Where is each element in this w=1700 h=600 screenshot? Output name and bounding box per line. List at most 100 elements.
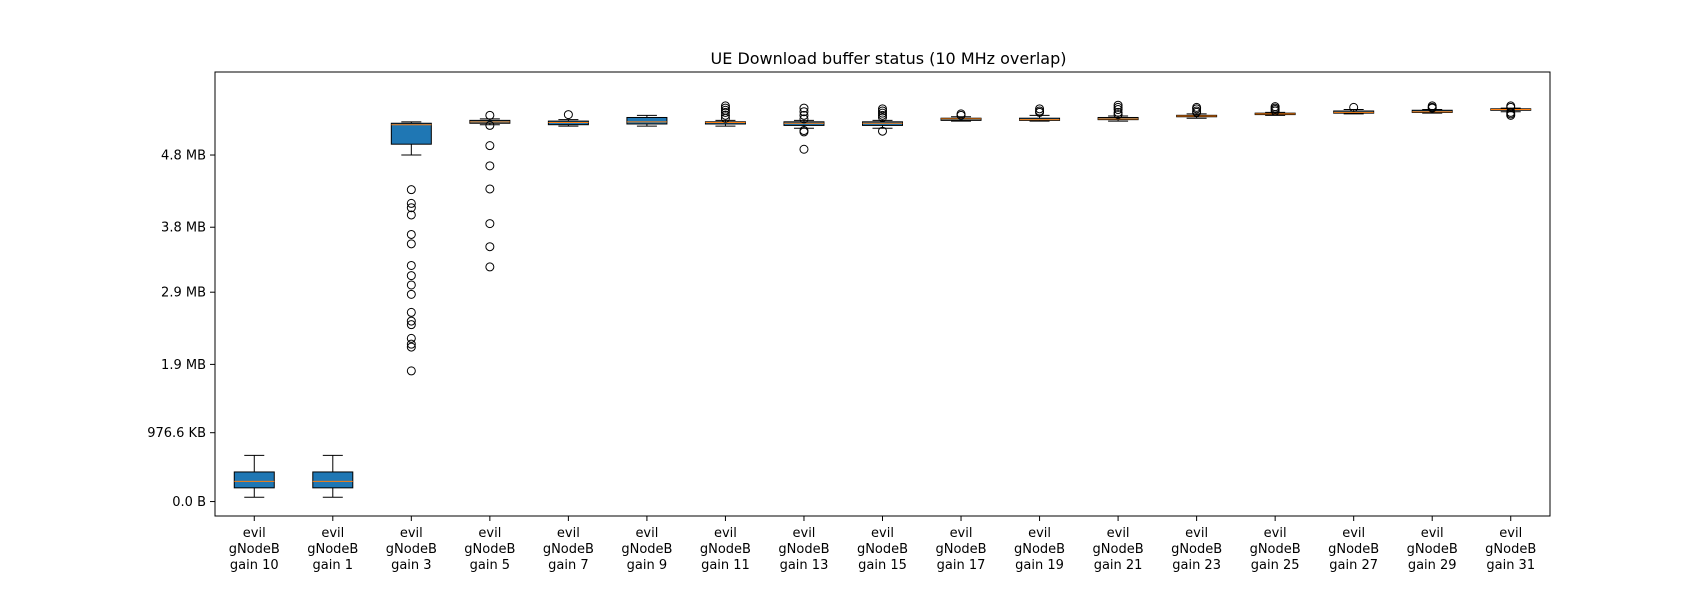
y-tick-label: 976.6 KB bbox=[147, 426, 206, 441]
x-tick-label-line: evil bbox=[243, 526, 266, 541]
chart-title: UE Download buffer status (10 MHz overla… bbox=[711, 49, 1067, 68]
y-tick-label: 4.8 MB bbox=[161, 149, 206, 164]
x-tick-label-line: evil bbox=[478, 526, 501, 541]
x-tick-label-line: gNodeB bbox=[386, 542, 437, 557]
x-tick-label: evil gNodeB gain 3 bbox=[386, 526, 437, 573]
box bbox=[312, 471, 354, 489]
outlier-point bbox=[799, 107, 809, 117]
outlier-point bbox=[485, 184, 495, 194]
x-tick-label: evil gNodeB gain 15 bbox=[857, 526, 908, 573]
x-tick-label-line: gNodeB bbox=[935, 542, 986, 557]
x-tick-label-line: evil bbox=[635, 526, 658, 541]
box-group bbox=[233, 454, 275, 498]
outlier-point bbox=[1270, 106, 1280, 116]
box-group bbox=[704, 101, 746, 127]
outlier-point bbox=[406, 289, 416, 299]
x-tick-label-line: gNodeB bbox=[778, 542, 829, 557]
x-tick-label-line: evil bbox=[557, 526, 580, 541]
outlier-point bbox=[720, 107, 730, 117]
x-tick-label-line: evil bbox=[871, 526, 894, 541]
outlier-point bbox=[878, 104, 887, 114]
outlier-point bbox=[406, 320, 416, 330]
box bbox=[233, 471, 275, 489]
x-tick-label-line: gNodeB bbox=[464, 542, 515, 557]
x-tick-label-line: gain 13 bbox=[780, 558, 829, 573]
x-tick-label-line: evil bbox=[950, 526, 973, 541]
outlier-point bbox=[485, 120, 495, 130]
x-tick-label-line: gain 19 bbox=[1015, 558, 1064, 573]
x-tick-label-line: evil bbox=[1421, 526, 1444, 541]
box-group bbox=[547, 110, 589, 127]
outlier-point bbox=[799, 103, 809, 113]
x-tick-label-line: gain 5 bbox=[470, 558, 510, 573]
outlier-point bbox=[406, 185, 416, 195]
outlier-point bbox=[1113, 100, 1123, 110]
box-group bbox=[862, 104, 903, 136]
x-tick-label-line: gain 29 bbox=[1408, 558, 1457, 573]
outlier-point bbox=[406, 333, 416, 343]
outlier-point bbox=[878, 112, 887, 122]
box-group bbox=[626, 114, 668, 127]
outlier-point bbox=[406, 203, 416, 213]
x-tick-label: evil gNodeB gain 1 bbox=[307, 526, 358, 573]
outlier-point bbox=[406, 366, 416, 376]
x-tick-label: evil gNodeB gain 19 bbox=[1014, 526, 1065, 573]
x-tick-label-line: gNodeB bbox=[1250, 542, 1301, 557]
outlier-point bbox=[406, 229, 416, 239]
x-tick-label: evil gNodeB gain 17 bbox=[935, 526, 986, 573]
box-group bbox=[469, 110, 511, 272]
outlier-point bbox=[485, 262, 495, 272]
outlier-point bbox=[1349, 102, 1359, 112]
outlier-point bbox=[720, 113, 730, 123]
outlier-point bbox=[956, 110, 966, 120]
y-tick-label: 2.9 MB bbox=[161, 286, 206, 301]
box-group bbox=[1490, 101, 1532, 120]
x-tick-label-line: gNodeB bbox=[1171, 542, 1222, 557]
outlier-point bbox=[485, 161, 495, 171]
x-tick-label-line: gain 27 bbox=[1329, 558, 1378, 573]
x-tick-label-line: evil bbox=[1499, 526, 1522, 541]
plot-marks bbox=[233, 100, 1532, 498]
x-tick-label-line: gNodeB bbox=[700, 542, 751, 557]
outlier-point bbox=[799, 144, 809, 154]
x-tick-label-line: gain 3 bbox=[391, 558, 431, 573]
x-tick-label-line: evil bbox=[1028, 526, 1051, 541]
outlier-point bbox=[1113, 102, 1123, 112]
outlier-point bbox=[1113, 107, 1123, 117]
x-tick-label: evil gNodeB gain 31 bbox=[1485, 526, 1536, 573]
y-axis: 0.0 B 976.6 KB 1.9 MB 2.9 MB 3.8 MB 4.8 MB bbox=[147, 149, 215, 510]
y-tick-label: 1.9 MB bbox=[161, 358, 206, 373]
x-tick-label-line: gNodeB bbox=[1093, 542, 1144, 557]
outlier-point bbox=[485, 110, 495, 120]
box-group bbox=[390, 121, 432, 376]
outlier-point bbox=[1035, 104, 1045, 114]
box-group bbox=[1254, 102, 1296, 116]
x-tick-label: evil gNodeB gain 13 bbox=[778, 526, 829, 573]
box-group bbox=[940, 109, 982, 122]
x-tick-label-line: gain 7 bbox=[548, 558, 588, 573]
outlier-point bbox=[799, 110, 809, 120]
x-tick-label-line: gNodeB bbox=[621, 542, 672, 557]
x-tick-label-line: gain 9 bbox=[627, 558, 667, 573]
outlier-point bbox=[406, 316, 416, 326]
outlier-point bbox=[406, 342, 416, 352]
x-tick-label-line: evil bbox=[1342, 526, 1365, 541]
x-tick-label-line: evil bbox=[793, 526, 816, 541]
outlier-point bbox=[1192, 104, 1202, 114]
x-tick-label: evil gNodeB gain 9 bbox=[621, 526, 672, 573]
outlier-point bbox=[1035, 107, 1045, 117]
x-tick-label-line: evil bbox=[321, 526, 344, 541]
outlier-point bbox=[406, 307, 416, 317]
x-tick-label-line: gain 17 bbox=[937, 558, 986, 573]
outlier-point bbox=[406, 239, 416, 249]
x-tick-label-line: gain 1 bbox=[313, 558, 353, 573]
outlier-point bbox=[720, 101, 730, 111]
box-group bbox=[312, 454, 354, 498]
y-tick-label: 0.0 B bbox=[172, 495, 206, 510]
box bbox=[390, 122, 432, 145]
y-tick-label: 3.8 MB bbox=[161, 221, 206, 236]
x-tick-label-line: gain 15 bbox=[858, 558, 907, 573]
outlier-point bbox=[878, 106, 887, 116]
